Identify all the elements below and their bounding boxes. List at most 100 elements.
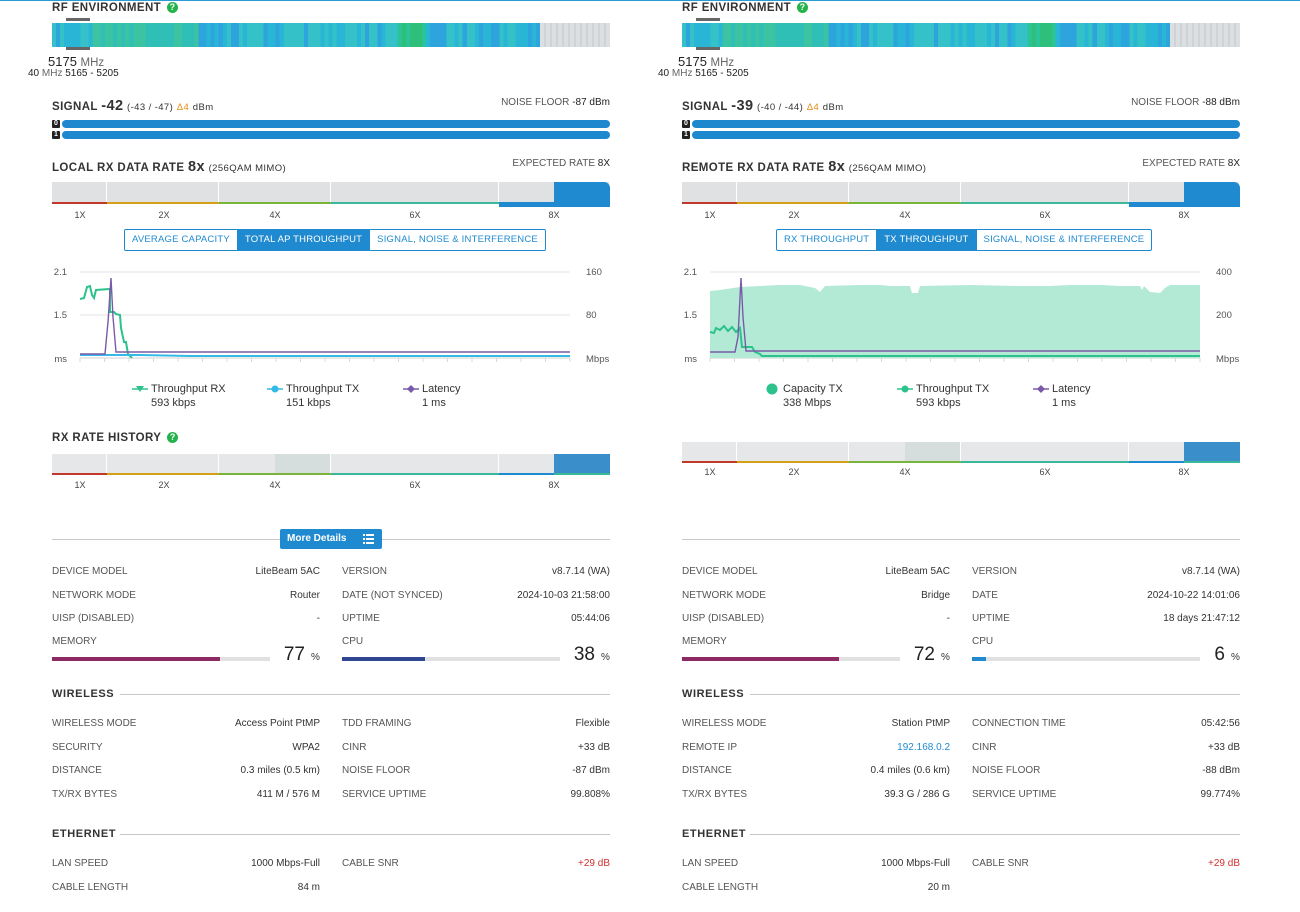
cpu-value: 38 — [573, 644, 595, 665]
info-row: UPTIME 05:44:06 — [342, 613, 610, 625]
info-row: NOISE FLOOR -87 dBm — [342, 765, 610, 777]
legend-name: Throughput TX — [916, 383, 990, 395]
info-value: +33 dB — [578, 741, 610, 753]
legend-latency[interactable]: Latency 1 ms — [1033, 383, 1091, 409]
divider — [750, 694, 1240, 695]
rate-label: 4X — [269, 210, 281, 220]
divider — [120, 694, 610, 695]
info-value: LiteBeam 5AC — [255, 566, 320, 577]
info-row: UISP (DISABLED) - — [682, 613, 950, 625]
legend-throughput-tx[interactable]: Throughput TX 151 kbps — [267, 383, 359, 409]
divider — [682, 539, 1240, 540]
signal-unit: dBm — [822, 102, 844, 113]
noise-floor-value: -87 dBm — [572, 97, 610, 108]
noise-floor-label: NOISE FLOOR — [1131, 97, 1200, 108]
chart-tab[interactable]: RX THROUGHPUT — [777, 230, 878, 250]
dot-icon — [897, 385, 913, 393]
info-key: NETWORK MODE — [52, 589, 136, 601]
info-value: 05:42:56 — [1201, 718, 1240, 729]
rate-history-bar — [52, 454, 610, 478]
legend-capacity-tx[interactable]: Capacity TX 338 Mbps — [764, 383, 843, 409]
more-details-button[interactable]: More Details — [280, 529, 382, 549]
info-row: CABLE SNR +29 dB — [342, 858, 610, 870]
remote-ip-link[interactable]: 192.168.0.2 — [897, 741, 950, 753]
info-key: TX/RX BYTES — [682, 788, 748, 800]
info-row: DEVICE MODEL LiteBeam 5AC — [682, 566, 950, 578]
help-icon[interactable]: ? — [167, 432, 179, 443]
ethernet-section-title: ETHERNET — [682, 828, 747, 840]
legend-throughput-tx[interactable]: Throughput TX 593 kbps — [897, 383, 989, 409]
chain-0-signal-bar: 0 — [52, 120, 610, 128]
legend-throughput-rx[interactable]: Throughput RX 593 kbps — [132, 383, 226, 409]
chain-1-tag: 1 — [682, 131, 690, 139]
help-icon[interactable]: ? — [797, 2, 809, 13]
y-axis-left-tick-label: ms — [684, 354, 697, 365]
channel-width-unit: MHz — [41, 68, 63, 79]
cpu-unit: % — [1231, 652, 1240, 663]
triangle-icon — [132, 386, 148, 393]
rate-label: 1X — [74, 210, 86, 220]
chart-tab[interactable]: TX THROUGHPUT — [877, 230, 977, 250]
info-key: SERVICE UPTIME — [342, 788, 427, 800]
info-value: 99.808% — [570, 788, 610, 800]
info-row: TX/RX BYTES 39.3 G / 286 G — [682, 789, 950, 801]
rate-segment-line — [52, 202, 107, 204]
current-rate-line — [554, 473, 610, 475]
channel-marker-top — [66, 18, 90, 21]
chart-tabs: RX THROUGHPUT TX THROUGHPUT SIGNAL, NOISE … — [776, 229, 1153, 251]
info-row: DISTANCE 0.4 miles (0.6 km) — [682, 765, 950, 777]
info-key: CABLE LENGTH — [682, 882, 759, 893]
info-key: CINR — [972, 741, 997, 753]
rate-segment-line — [737, 202, 849, 204]
chart-tab[interactable]: SIGNAL, NOISE & INTERFERENCE — [377, 234, 538, 245]
rf-spectrum-bar — [682, 23, 1240, 47]
info-row: DISTANCE 0.3 miles (0.5 km) — [52, 765, 320, 777]
channel-marker-bottom — [696, 47, 720, 50]
current-rate-line — [1184, 461, 1240, 463]
cpu-meter — [342, 657, 560, 661]
expected-rate-value: 8X — [1227, 158, 1240, 169]
rx-rate-history-title: RX RATE HISTORY? — [52, 432, 179, 444]
rate-label: 2X — [788, 210, 800, 220]
chain-0-tag: 0 — [682, 120, 690, 128]
current-rate-line — [1129, 202, 1240, 207]
rate-history-labels: 1X 2X 4X 6X 8X — [52, 480, 610, 492]
info-value: 2024-10-22 14:01:06 — [1147, 589, 1240, 601]
info-row: VERSION v8.7.14 (WA) — [342, 566, 610, 578]
y-axis-left-tick-label: 2.1 — [54, 267, 67, 278]
chart-tab[interactable]: AVERAGE CAPACITY — [125, 230, 238, 250]
info-row: CABLE SNR +29 dB — [972, 858, 1240, 870]
legend-value: 1 ms — [422, 397, 446, 409]
dot-icon — [267, 385, 283, 393]
rate-segment-line — [52, 473, 107, 475]
rate-label: 4X — [899, 210, 911, 220]
signal-heading: SIGNAL -42 (-43 / -47) Δ4 dBm — [52, 98, 214, 114]
memory-label: MEMORY — [52, 636, 97, 647]
cpu-unit: % — [601, 652, 610, 663]
y-axis-right-tick-label: 400 — [1216, 267, 1232, 278]
chart-tab[interactable]: TOTAL AP THROUGHPUT — [237, 230, 371, 250]
info-row: SERVICE UPTIME 99.774% — [972, 789, 1240, 801]
info-value: 0.3 miles (0.5 km) — [240, 765, 320, 776]
cpu-meter-fill — [972, 657, 986, 661]
info-value: - — [946, 613, 950, 624]
expected-rate-label: EXPECTED RATE — [512, 158, 595, 169]
latency-series — [710, 277, 1200, 353]
rate-segment-line — [961, 461, 1129, 463]
info-key: WIRELESS MODE — [52, 718, 137, 729]
info-key: NETWORK MODE — [682, 589, 766, 601]
latency-series — [80, 277, 570, 355]
legend-value: 338 Mbps — [783, 397, 832, 410]
rate-history-labels: 1X 2X 4X 6X 8X — [682, 467, 1240, 479]
info-value: 2024-10-03 21:58:00 — [517, 589, 610, 601]
rx-data-rate-value: 8x — [188, 159, 205, 175]
rate-label: 1X — [704, 467, 716, 477]
legend-latency[interactable]: Latency 1 ms — [403, 383, 461, 409]
help-icon[interactable]: ? — [167, 2, 179, 13]
chart-tab[interactable]: SIGNAL, NOISE & INTERFERENCE — [983, 234, 1145, 245]
info-row: UISP (DISABLED) - — [52, 613, 320, 625]
rate-segment — [331, 454, 499, 473]
y-axis-left-tick-label: 1.5 — [54, 310, 67, 321]
y-axis-left-tick-label: 1.5 — [684, 310, 697, 321]
rate-segment — [107, 182, 219, 202]
